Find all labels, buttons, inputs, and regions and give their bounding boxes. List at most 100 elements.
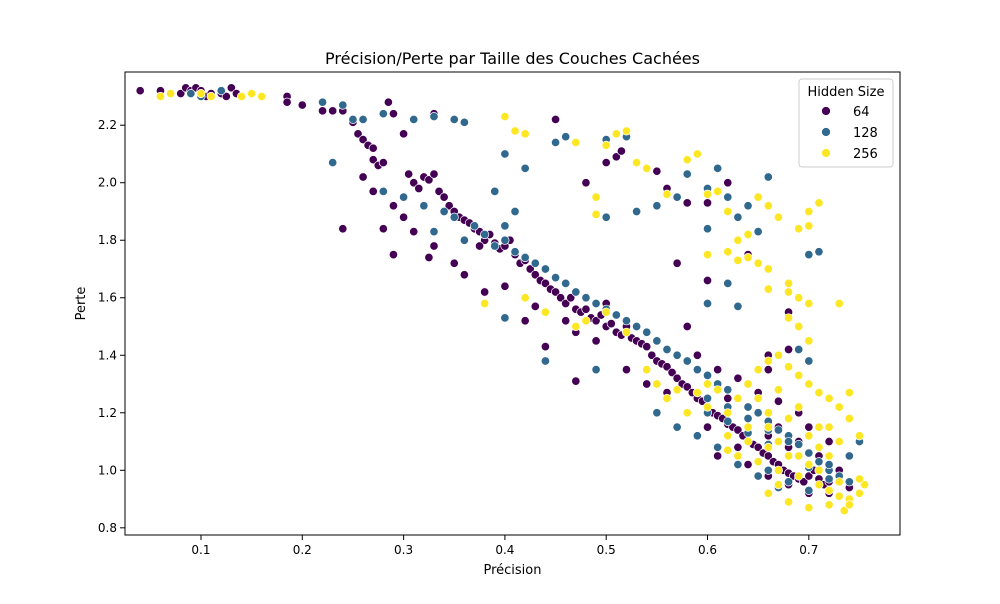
- data-point-128: [672, 192, 682, 202]
- chart-title: Précision/Perte par Taille des Couches C…: [325, 49, 700, 68]
- data-point-64: [378, 224, 388, 234]
- data-point-256: [510, 126, 520, 136]
- data-point-256: [257, 91, 267, 101]
- data-point-128: [510, 247, 520, 257]
- data-point-128: [682, 356, 692, 366]
- data-point-64: [642, 379, 652, 389]
- y-axis: 0.8 1.0 1.2 1.4 1.6 1.8 2.0 2.2: [98, 118, 125, 535]
- data-point-256: [571, 137, 581, 148]
- data-point-256: [804, 431, 814, 441]
- data-point-64: [525, 264, 535, 274]
- data-point-256: [784, 497, 794, 507]
- data-point-256: [854, 474, 865, 484]
- data-point-256: [814, 388, 824, 398]
- data-point-256: [652, 379, 662, 389]
- data-point-256: [753, 393, 763, 403]
- data-point-256: [784, 278, 794, 288]
- data-point-256: [763, 264, 773, 274]
- data-point-256: [702, 250, 713, 260]
- data-point-128: [723, 385, 733, 395]
- data-point-64: [682, 382, 692, 392]
- data-point-128: [763, 465, 773, 475]
- data-point-64: [520, 316, 530, 326]
- data-point-256: [196, 89, 206, 99]
- data-point-64: [368, 155, 378, 165]
- data-point-128: [338, 100, 348, 110]
- data-point-64: [571, 376, 581, 386]
- data-point-256: [672, 385, 682, 395]
- data-point-256: [753, 258, 763, 268]
- data-point-128: [794, 344, 804, 355]
- data-point-128: [844, 451, 854, 461]
- data-point-128: [743, 413, 753, 424]
- data-point-256: [814, 480, 824, 490]
- data-point-64: [551, 114, 561, 125]
- data-points: [135, 83, 870, 516]
- data-point-128: [763, 172, 773, 182]
- data-point-256: [753, 192, 763, 202]
- data-point-128: [753, 227, 763, 237]
- data-point-64: [621, 365, 632, 375]
- data-point-256: [839, 506, 849, 516]
- data-point-256: [844, 500, 854, 510]
- data-point-64: [135, 86, 145, 96]
- data-point-128: [490, 186, 500, 196]
- data-point-256: [804, 298, 814, 309]
- data-point-256: [743, 252, 753, 263]
- data-point-64: [434, 186, 444, 196]
- data-point-128: [591, 298, 601, 309]
- data-point-64: [388, 250, 399, 260]
- data-point-64: [424, 175, 434, 185]
- y-tick-label: 1.8: [98, 233, 117, 247]
- data-point-64: [692, 350, 702, 360]
- data-point-64: [642, 342, 652, 352]
- data-point-256: [723, 445, 733, 455]
- data-point-256: [784, 362, 794, 372]
- legend-items: 64 128 256: [821, 105, 878, 162]
- data-point-128: [520, 252, 530, 263]
- data-point-64: [404, 169, 414, 179]
- data-point-64: [723, 178, 733, 188]
- data-point-64: [282, 97, 292, 107]
- data-point-256: [763, 284, 773, 294]
- data-point-128: [500, 221, 510, 231]
- data-point-256: [834, 477, 844, 487]
- data-point-128: [378, 186, 388, 196]
- data-point-64: [475, 241, 485, 251]
- data-point-64: [353, 129, 363, 139]
- data-point-64: [388, 201, 399, 211]
- data-point-256: [723, 431, 733, 441]
- y-tick-label: 2.2: [98, 118, 117, 132]
- data-point-256: [794, 471, 804, 481]
- data-point-128: [672, 350, 682, 360]
- data-point-64: [368, 143, 378, 153]
- data-point-256: [763, 201, 773, 211]
- data-point-128: [500, 313, 510, 323]
- data-point-256: [834, 298, 844, 309]
- data-point-256: [794, 293, 804, 303]
- data-point-64: [733, 442, 743, 452]
- data-point-64: [226, 83, 236, 93]
- data-point-256: [733, 235, 743, 245]
- data-point-256: [571, 321, 581, 332]
- data-point-64: [763, 365, 773, 375]
- data-point-256: [743, 436, 753, 447]
- y-axis-label: Perte: [74, 287, 89, 321]
- data-point-128: [601, 212, 611, 222]
- data-point-256: [247, 89, 257, 99]
- data-point-64: [176, 89, 186, 99]
- data-point-64: [459, 270, 469, 280]
- data-point-128: [692, 431, 702, 441]
- data-point-256: [155, 91, 166, 101]
- data-point-256: [784, 413, 794, 424]
- data-point-64: [399, 212, 409, 222]
- data-point-64: [682, 321, 692, 332]
- data-point-128: [743, 201, 753, 211]
- data-point-128: [804, 250, 814, 260]
- data-point-256: [723, 206, 733, 217]
- data-point-256: [692, 388, 702, 398]
- data-point-64: [773, 396, 783, 406]
- data-point-256: [844, 388, 854, 398]
- data-point-256: [632, 158, 642, 168]
